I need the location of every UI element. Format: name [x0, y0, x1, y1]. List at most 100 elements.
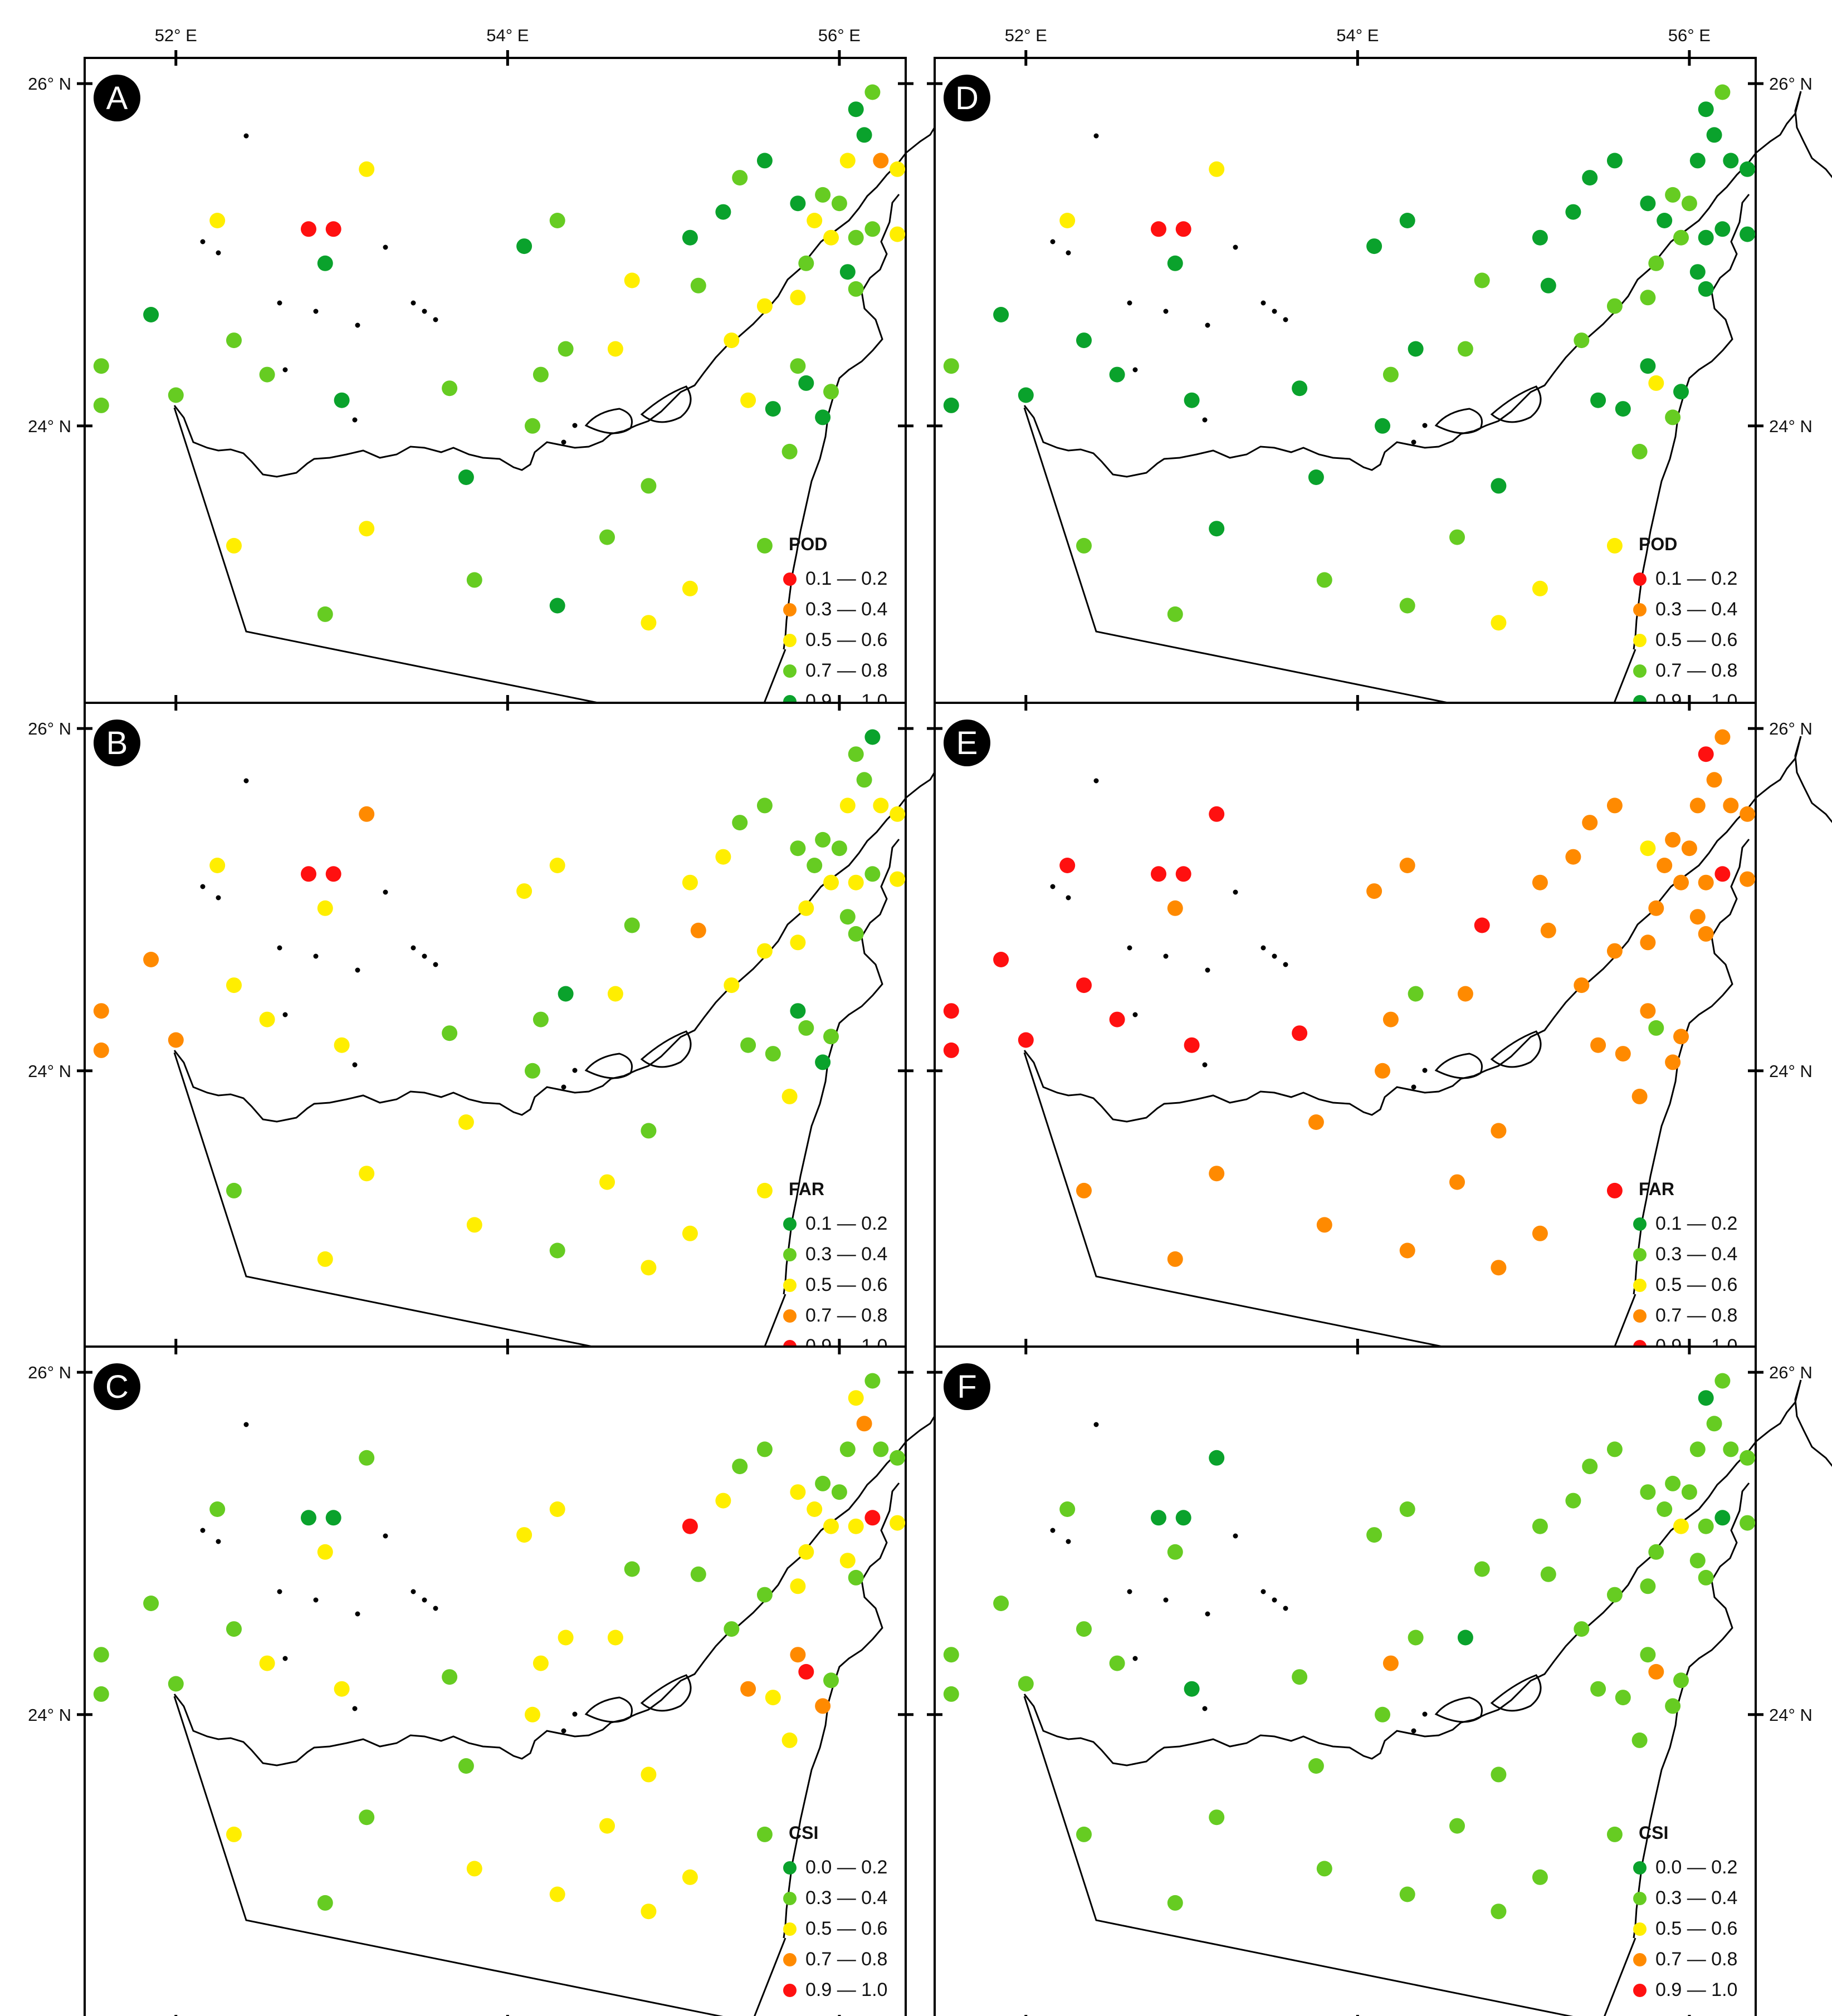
- legend-label: 0.3 — 0.4: [1655, 1887, 1737, 1909]
- station-point: [1565, 1493, 1581, 1509]
- station-point: [1167, 1251, 1183, 1267]
- legend-swatch: [783, 1217, 797, 1231]
- station-point: [715, 204, 731, 220]
- station-point: [1648, 1544, 1664, 1560]
- panel-label: A: [106, 80, 128, 116]
- station-point: [317, 1251, 333, 1267]
- island: [572, 1068, 578, 1073]
- island: [572, 1711, 578, 1717]
- legend-title: FAR: [1639, 1179, 1674, 1199]
- station-point: [682, 1869, 698, 1885]
- station-point: [873, 153, 889, 169]
- station-point: [790, 934, 806, 951]
- station-point: [1540, 1566, 1556, 1582]
- station-point: [831, 1484, 847, 1500]
- island: [411, 300, 416, 306]
- island: [1233, 1533, 1238, 1539]
- station-point: [1474, 272, 1490, 288]
- legend-swatch: [1633, 634, 1647, 647]
- panel-badge: [94, 1363, 140, 1410]
- station-point: [1723, 1441, 1739, 1457]
- station-point: [1474, 1561, 1490, 1577]
- station-point: [1209, 1450, 1225, 1466]
- station-point: [1673, 384, 1689, 400]
- station-point: [756, 1441, 773, 1457]
- station-point: [993, 1596, 1009, 1611]
- island: [313, 309, 319, 314]
- island: [355, 967, 360, 973]
- legend-label: 0.3 — 0.4: [805, 1244, 887, 1265]
- station-point: [525, 418, 540, 434]
- station-point: [873, 1441, 889, 1457]
- station-point: [1640, 934, 1656, 951]
- legend-label: 0.0 — 0.2: [805, 1857, 887, 1878]
- station-point: [1408, 986, 1424, 1002]
- island: [1127, 945, 1132, 951]
- island: [277, 300, 282, 306]
- station-point: [856, 127, 872, 143]
- station-point: [1316, 1217, 1332, 1233]
- station-point: [226, 332, 242, 349]
- station-point: [1665, 831, 1681, 848]
- station-point: [1565, 204, 1581, 220]
- lat-tick-label: 24° N: [28, 1061, 71, 1081]
- map-frame: [85, 703, 906, 1379]
- station-point: [359, 1166, 375, 1182]
- station-point: [856, 772, 872, 788]
- legend-swatch: [783, 1248, 797, 1261]
- station-point: [1740, 1515, 1756, 1531]
- station-point: [1574, 332, 1590, 349]
- station-point: [790, 1647, 806, 1663]
- station-point: [943, 1686, 959, 1702]
- legend-label: 0.3 — 0.4: [1655, 1244, 1737, 1265]
- station-point: [226, 1182, 242, 1198]
- station-point: [943, 1042, 959, 1058]
- station-point: [848, 874, 864, 890]
- station-point: [1474, 917, 1490, 933]
- station-point: [1640, 1484, 1656, 1500]
- station-point: [325, 866, 341, 882]
- station-point: [1689, 153, 1706, 169]
- map-frame: [935, 703, 1756, 1379]
- station-point: [790, 290, 806, 306]
- station-point: [458, 1758, 474, 1774]
- station-point: [525, 1706, 540, 1723]
- station-point: [1408, 1630, 1424, 1646]
- island-cluster: [1490, 1030, 1542, 1068]
- island: [1132, 1656, 1138, 1661]
- station-point: [1590, 1037, 1606, 1053]
- island: [200, 1528, 206, 1533]
- legend-label: 0.1 — 0.2: [805, 568, 887, 589]
- station-point: [1673, 1029, 1689, 1045]
- station-point: [740, 392, 756, 408]
- station-point: [1673, 229, 1689, 246]
- station-points: [93, 729, 906, 1276]
- lon-tick-label: 56° E: [1668, 26, 1711, 45]
- island: [282, 367, 288, 373]
- station-point: [823, 229, 839, 246]
- station-point: [1698, 746, 1714, 762]
- station-point: [334, 1681, 350, 1697]
- station-point: [1408, 341, 1424, 357]
- station-point: [1366, 883, 1382, 899]
- panel-label: F: [957, 1369, 976, 1405]
- station-point: [317, 1895, 333, 1911]
- station-point: [1606, 1587, 1623, 1603]
- station-point: [1714, 1373, 1731, 1389]
- station-point: [682, 229, 698, 246]
- island: [243, 778, 249, 784]
- station-point: [756, 298, 773, 314]
- station-point: [839, 1553, 856, 1569]
- island: [383, 889, 388, 895]
- station-point: [1714, 729, 1731, 745]
- legend: CSI 0.0 — 0.2 0.3 — 0.4 0.5 — 0.6 0.7 — 0.8 0…: [1633, 1823, 1737, 2000]
- station-point: [807, 1501, 823, 1517]
- legend-swatch: [1633, 1861, 1647, 1875]
- station-point: [682, 580, 698, 596]
- station-point: [1059, 858, 1076, 873]
- station-point: [1590, 392, 1606, 408]
- island: [1093, 133, 1099, 139]
- legend-title: POD: [1639, 534, 1677, 554]
